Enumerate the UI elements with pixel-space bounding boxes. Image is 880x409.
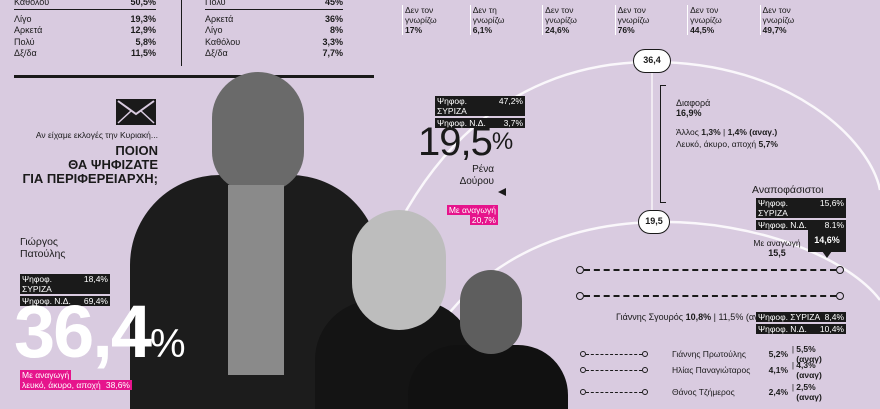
undecided-reduce: Με αναγωγή 15,5 — [753, 238, 801, 258]
table-row: Λίγο 19,3% — [14, 13, 156, 24]
undecided-box-pointer-icon — [822, 251, 832, 258]
table-divider — [181, 0, 182, 66]
list-item: Γιάννης Πρωτούλης 5,2% | 5,5% (αναγ) — [580, 344, 842, 364]
undecided-title: Αναποφάσιστοι — [752, 184, 824, 196]
question-line2: ΘΑ ΨΗΦΙΖΑΤΕ — [68, 157, 158, 172]
dourou-voters: Ψηφοφ. ΣΥΡΙΖΑ 47,2% Ψηφοφ. Ν.Δ. 3,7% — [435, 96, 525, 128]
sgouros-text: Γιάννης Σγουρός 10,8% | 11,5% (αναγ.) — [616, 312, 774, 322]
table-row: Πολύ 45% — [205, 0, 343, 7]
table-bottom-rule — [14, 75, 374, 78]
top-bar-item: Δεν τον γνωρίζω 76% — [614, 5, 667, 35]
timeline-2 — [576, 292, 844, 300]
patoulis-name: Γιώργος Πατούλης — [20, 236, 66, 260]
patoulis-nd: Ψηφοφ. Ν.Δ. 69,4% — [20, 296, 110, 306]
timeline-1 — [576, 266, 844, 274]
undecided-nd: Ψηφοφ. Ν.Δ. 8,1% — [756, 220, 846, 230]
patoulis-syriza: Ψηφοφ. ΣΥΡΙΖΑ 18,4% — [20, 274, 110, 294]
sgouros-voters: Ψηφοφ. ΣΥΡΙΖΑ 8,4% Ψηφοφ. Ν.Δ. 10,4% — [756, 312, 846, 334]
pointer-triangle-icon — [498, 188, 506, 196]
photo-sgouros — [408, 345, 568, 409]
top-bar-item: Δεν τον γνωρίζω 17% — [402, 5, 450, 35]
diff-blank: Λευκό, άκυρο, αποχή 5,7% — [676, 139, 778, 149]
table-right-top-rule — [205, 9, 343, 10]
dourou-name: Ρένα Δούρου — [459, 164, 494, 187]
table-row: Πολύ 5,8% — [14, 36, 156, 47]
table-row: Δξ/δα 11,5% — [14, 48, 156, 58]
top-bars: Δεν τον γνωρίζω 17% Δεν τη γνωρίζω 6,1% Δε… — [402, 5, 812, 35]
dourou-big-value: 19,5% — [418, 120, 513, 164]
top-bar-item: Δεν τον γνωρίζω 24,6% — [542, 5, 594, 35]
table-row: Αρκετά 36% — [205, 13, 343, 24]
table-right: Πολύ 45% Αρκετά 36% Λίγο 8% Καθόλου 3,3% Δξ/… — [205, 0, 343, 60]
list-item: Ηλίας Παναγιώταρος 4,1% | 4,3% (αναγ) — [580, 360, 842, 380]
question-block: Αν είχαμε εκλογές την Κυριακή... ΠΟΙΟΝ Θ… — [10, 130, 158, 186]
patoulis-reduce: Με αναγωγή λευκό, άκυρο, αποχή 38,6% — [20, 370, 132, 390]
photo-sgouros-head — [460, 270, 522, 354]
dourou-syriza: Ψηφοφ. ΣΥΡΙΖΑ 47,2% — [435, 96, 525, 116]
dourou-reduce: Με αναγωγή 20,7% — [446, 205, 498, 225]
arc-marker-mid: 19,5 — [638, 210, 670, 234]
question-line1: ΠΟΙΟΝ — [115, 143, 158, 158]
sgouros-syriza: Ψηφοφ. ΣΥΡΙΖΑ 8,4% — [756, 312, 846, 322]
question-intro: Αν είχαμε εκλογές την Κυριακή... — [35, 130, 158, 140]
top-bar-item: Δεν τη γνωρίζω 6,1% — [469, 5, 522, 35]
others-list: Γιάννης Πρωτούλης 5,2% | 5,5% (αναγ) Ηλί… — [580, 344, 842, 402]
photo-patoulis-shirt — [228, 185, 284, 375]
top-bar-item: Δεν τον γνωρίζω 49,7% — [759, 5, 812, 35]
table-row: Καθόλου 50,5% — [14, 0, 156, 7]
table-left-top-rule — [14, 9, 156, 10]
photo-patoulis-head — [212, 72, 304, 192]
envelope-icon — [116, 99, 156, 125]
top-bar-item: Δεν τον γνωρίζω 44,5% — [687, 5, 739, 35]
dourou-nd: Ψηφοφ. Ν.Δ. 3,7% — [435, 118, 525, 128]
patoulis-big-value: 36,4% — [14, 290, 186, 373]
table-left: Καθόλου 50,5% Λίγο 19,3% Αρκετά 12,9% Πολύ 5… — [14, 0, 156, 60]
arc-marker-top: 36,4 — [633, 49, 671, 73]
diff-others: Άλλος 1,3% | 1,4% (αναγ.) — [676, 127, 778, 137]
table-row: Καθόλου 3,3% — [205, 36, 343, 47]
question-line3: ΓΙΑ ΠΕΡΙΦΕΡΕΙΑΡΧΗ; — [22, 171, 158, 186]
patoulis-voters: Ψηφοφ. ΣΥΡΙΖΑ 18,4% Ψηφοφ. Ν.Δ. 69,4% — [20, 274, 110, 306]
undecided-box: 14,6% — [808, 228, 846, 252]
undecided-voters: Ψηφοφ. ΣΥΡΙΖΑ 15,6% Ψηφοφ. Ν.Δ. 8,1% — [756, 198, 846, 230]
sgouros-nd: Ψηφοφ. Ν.Δ. 10,4% — [756, 324, 846, 334]
table-row: Αρκετά 12,9% — [14, 25, 156, 35]
table-row: Δξ/δα 7,7% — [205, 48, 343, 58]
undecided-syriza: Ψηφοφ. ΣΥΡΙΖΑ 15,6% — [756, 198, 846, 218]
diff-block: Διαφορά 16,9% Άλλος 1,3% | 1,4% (αναγ.) … — [676, 98, 778, 149]
list-item: Θάνος Τζήμερος 2,4% | 2,5% (αναγ) — [580, 382, 842, 402]
table-row: Λίγο 8% — [205, 25, 343, 35]
diff-bracket — [660, 85, 666, 203]
photo-dourou-head — [352, 210, 446, 330]
